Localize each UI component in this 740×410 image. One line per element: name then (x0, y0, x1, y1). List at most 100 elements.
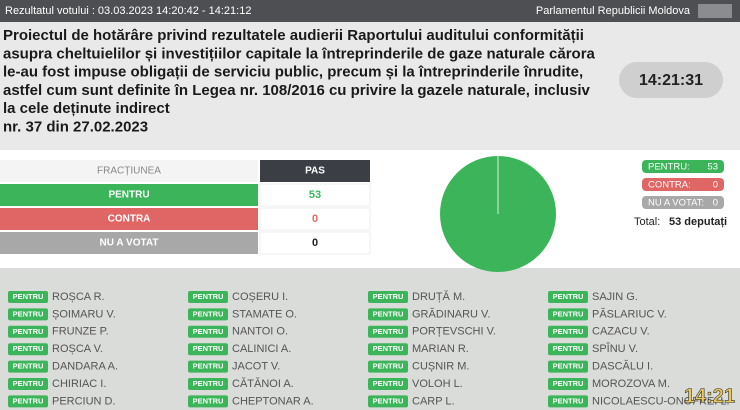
vote-badge (548, 308, 588, 321)
vote-badge (368, 378, 408, 390)
vote-badge-text: PENTRU (193, 362, 224, 371)
row-label-cell (0, 232, 258, 254)
legend-value: 53 (707, 162, 718, 173)
legend-label: PENTRU: (648, 162, 690, 173)
vote-badge (548, 325, 588, 338)
table-header-cell (0, 160, 258, 182)
vote-badge (8, 360, 48, 373)
header-left: Rezultatul votului : 03.03.2023 14:20:42… (5, 5, 251, 17)
vote-badge-text: PENTRU (13, 309, 44, 318)
vote-badge (548, 343, 588, 356)
vote-badge-text: PENTRU (193, 396, 224, 405)
row-value-cell (259, 231, 371, 255)
title-line: nr. 37 din 27.02.2023 (3, 118, 148, 135)
total-value: 53 deputați (669, 216, 727, 228)
row-value-cell (259, 183, 371, 207)
vote-badge (8, 325, 48, 338)
table-header-cell (260, 160, 370, 182)
vote-badge-text: PENTRU (373, 396, 404, 405)
vote-badge (368, 395, 408, 408)
title-line: astfel cum sunt definite în Legea nr. 10… (3, 82, 591, 99)
vote-badge-text: PENTRU (193, 327, 224, 336)
deputy-name: MARIAN R. (412, 343, 469, 355)
vote-badge (8, 308, 48, 321)
vote-badge-text: PENTRU (13, 327, 44, 336)
vote-badge (368, 291, 408, 303)
deputy-name: JACOT V. (232, 361, 280, 373)
vote-badge-text: PENTRU (373, 309, 404, 318)
deputy-name: GRĂDINARU V. (412, 307, 490, 320)
header-right: Parlamentul Republicii Moldova (536, 5, 691, 17)
deputy-name: PERCIUN D. (52, 395, 116, 407)
deputy-name: STAMATE O. (232, 308, 297, 320)
vote-badge-text: PENTRU (373, 379, 404, 388)
title-line: asupra cheltuielilor și investițiilor ca… (3, 45, 596, 62)
deputy-name: SAJIN G. (592, 291, 638, 303)
vote-badge-text: PENTRU (193, 309, 224, 318)
vote-badge (8, 343, 48, 356)
clock-pill (619, 62, 723, 98)
title-line: le-au fost impuse obligații de serviciu … (3, 64, 583, 81)
vote-badge (188, 395, 228, 408)
vote-badge-text: PENTRU (553, 344, 584, 353)
row-value: 53 (309, 189, 321, 201)
vote-badge-text: PENTRU (13, 292, 44, 301)
deputy-name: ROȘCA V. (52, 343, 103, 355)
legend-pill (642, 160, 724, 173)
legend-value: 0 (713, 198, 718, 209)
deputy-name: CARP L. (412, 395, 455, 407)
deputy-name: PORȚEVSCHI V. (412, 326, 496, 338)
deputy-name: CALINICI A. (232, 343, 291, 355)
deputy-name: COȘERU I. (232, 291, 288, 303)
vote-badge (188, 343, 228, 356)
row-label: PENTRU (108, 190, 149, 201)
top-bar (0, 0, 740, 22)
vote-badge-text: PENTRU (373, 292, 404, 301)
row-value: 0 (312, 213, 318, 225)
vote-badge (548, 360, 588, 373)
vote-badge-text: PENTRU (13, 362, 44, 371)
vote-badge (548, 378, 588, 390)
legend-pill (642, 178, 724, 191)
deputy-name: ROȘCA R. (52, 291, 105, 303)
vote-badge-text: PENTRU (13, 396, 44, 405)
legend-pill (642, 196, 724, 209)
deputy-name: CHIRIAC I. (52, 378, 106, 390)
vote-badge-text: PENTRU (553, 309, 584, 318)
vote-badge (8, 395, 48, 408)
deputy-name: CĂTĂNOI A. (232, 377, 294, 390)
vote-badge-text: PENTRU (553, 396, 584, 405)
deputy-name: PĂSLARIUC V. (592, 307, 667, 320)
deputy-name: SPÎNU V. (592, 342, 638, 355)
deputy-name: DASCĂLU I. (592, 360, 653, 373)
row-value-cell (259, 207, 371, 231)
row-value: 0 (312, 237, 318, 249)
vote-badge-text: PENTRU (373, 344, 404, 353)
vote-badge-text: PENTRU (193, 292, 224, 301)
vote-badge (548, 395, 588, 408)
title-line: la cele deținute indirect (3, 100, 170, 117)
vote-badge-text: PENTRU (373, 362, 404, 371)
vote-badge (188, 308, 228, 321)
legend-label: CONTRA: (648, 180, 691, 191)
vote-badge-text: PENTRU (13, 379, 44, 388)
total-label: Total: (634, 216, 660, 228)
vote-badge-text: PENTRU (553, 292, 584, 301)
row-label-cell (0, 208, 258, 230)
row-label-cell (0, 184, 258, 206)
deputy-name: CUȘNIR M. (412, 361, 469, 373)
table-header: PAS (305, 166, 325, 177)
deputy-name: NANTOI O. (232, 326, 288, 338)
vote-badge (368, 325, 408, 338)
vote-badge (188, 325, 228, 338)
vote-badge (188, 291, 228, 303)
title-line: Proiectul de hotărâre privind rezultatel… (3, 27, 584, 44)
vote-badge (548, 291, 588, 303)
table-header: FRACȚIUNEA (97, 166, 161, 177)
vote-badge (8, 291, 48, 303)
vote-badge (188, 360, 228, 373)
legend-value: 0 (713, 180, 718, 191)
deputy-name: DANDARA A. (52, 361, 118, 373)
vote-badge-text: PENTRU (373, 327, 404, 336)
vote-badge-text: PENTRU (193, 344, 224, 353)
